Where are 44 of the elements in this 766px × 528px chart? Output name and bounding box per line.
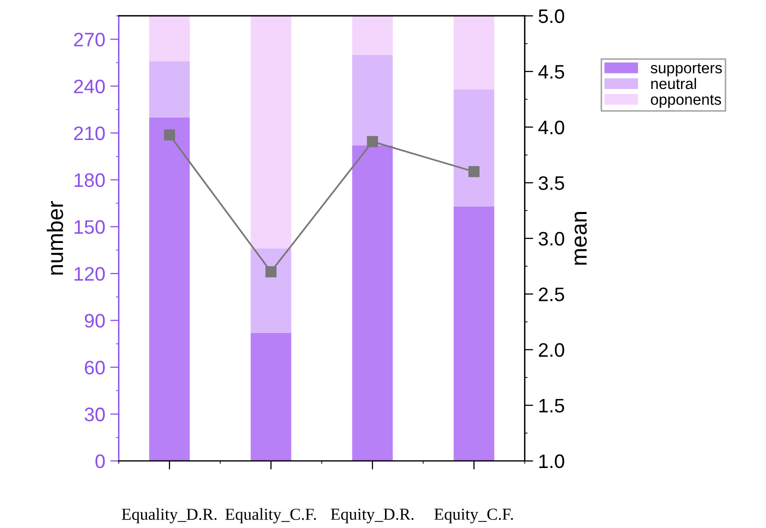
y-tick-label: 270 — [74, 32, 105, 47]
y2-tick-label: 4.0 — [538, 120, 564, 134]
y-tick-label: 30 — [84, 408, 105, 422]
point — [265, 266, 277, 278]
y-tick-label: 120 — [74, 267, 105, 281]
y2-tick-label: 1.0 — [539, 454, 564, 468]
y2-tick-label: 4.5 — [538, 65, 564, 79]
y2-tick-label: 2.0 — [538, 343, 564, 357]
y2-tick-label: 2.5 — [538, 288, 564, 302]
y2-axis-title: mean — [574, 212, 587, 265]
legend-label: opponents — [650, 94, 722, 108]
bar — [454, 89, 494, 206]
legend-label: neutral — [651, 78, 696, 90]
y-tick-label: 180 — [74, 173, 105, 188]
y-tick-label: 240 — [74, 80, 105, 94]
bar — [454, 206, 494, 461]
y-tick-label: 60 — [84, 360, 105, 374]
y-tick-label: 150 — [74, 220, 105, 234]
y-tick-label: 0 — [95, 454, 105, 468]
y-axis-title: number — [46, 201, 64, 275]
y-tick-label: 90 — [84, 314, 105, 328]
y2-tick-label: 3.5 — [538, 176, 564, 190]
point — [164, 129, 176, 140]
point — [366, 136, 378, 148]
y2-tick-label: 3.0 — [538, 232, 564, 246]
x-tick-label: Equity_C.F. — [434, 508, 513, 524]
bar — [352, 54, 393, 146]
x-tick-label: Equality_C.F. — [225, 508, 316, 524]
bar — [149, 117, 190, 461]
y-tick-label: 210 — [74, 126, 105, 140]
point — [468, 166, 480, 178]
x-tick-label: Equity_D.R. — [330, 508, 414, 524]
bar — [454, 16, 494, 90]
legend-label: supporters — [650, 63, 722, 76]
bar — [352, 145, 393, 461]
bar — [149, 16, 190, 62]
bar — [250, 16, 292, 249]
x-tick-label: Equality_D.R. — [122, 508, 217, 524]
bar — [149, 61, 190, 118]
bar — [250, 332, 292, 461]
bar — [352, 16, 393, 55]
bar — [250, 248, 292, 333]
y2-tick-label: 5.0 — [538, 9, 564, 24]
y2-tick-label: 1.5 — [539, 398, 564, 413]
